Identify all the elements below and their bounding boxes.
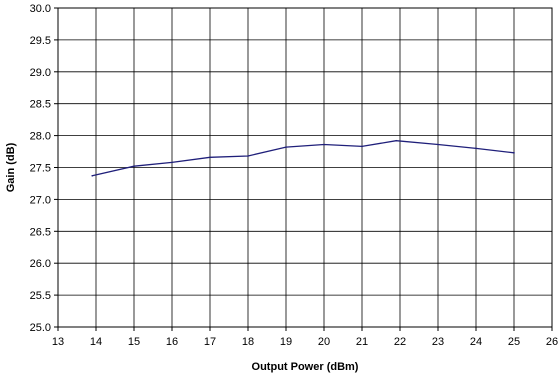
data-point <box>513 152 515 154</box>
x-tick-label: 21 <box>356 336 368 348</box>
y-tick-label: 28.0 <box>30 131 51 143</box>
data-point <box>285 146 287 148</box>
data-point <box>133 165 135 168</box>
data-point <box>171 161 173 164</box>
y-tick-label: 27.0 <box>30 194 51 206</box>
x-tick-label: 13 <box>52 336 64 348</box>
y-tick-label: 25.0 <box>30 322 51 334</box>
x-tick-label: 23 <box>432 336 444 348</box>
y-tick-label: 26.5 <box>30 226 51 238</box>
x-tick-label: 19 <box>280 336 292 348</box>
x-tick-label: 22 <box>394 336 406 348</box>
data-point <box>437 143 439 146</box>
y-tick-label: 29.5 <box>30 35 51 47</box>
data-point <box>323 143 325 146</box>
y-tick-label: 26.0 <box>30 258 51 270</box>
x-tick-label: 25 <box>508 336 520 348</box>
series-line <box>92 140 515 177</box>
data-point <box>361 145 363 148</box>
x-tick-label: 16 <box>166 336 178 348</box>
y-tick-label: 27.5 <box>30 163 51 175</box>
data-point <box>91 174 93 177</box>
x-tick-label: 17 <box>204 336 216 348</box>
data-point <box>475 147 477 150</box>
x-tick-label: 18 <box>242 336 254 348</box>
x-axis-title: Output Power (dBm) <box>252 361 359 373</box>
y-tick-label: 29.0 <box>30 67 51 79</box>
data-point <box>247 155 249 157</box>
x-tick-label: 15 <box>128 336 140 348</box>
data-point <box>209 156 211 159</box>
y-tick-label: 30.0 <box>30 3 51 15</box>
x-tick-label: 20 <box>318 336 330 348</box>
data-point <box>395 139 398 142</box>
grid-lines <box>57 7 553 328</box>
y-tick-label: 25.5 <box>30 290 51 302</box>
x-tick-label: 24 <box>470 336 482 348</box>
y-axis-ticks: 25.0 25.5 26.0 26.5 27.0 27.5 28.0 28.5 29.0 29.5… <box>30 3 58 334</box>
x-axis-ticks: 13 14 15 16 17 18 19 20 21 22 23 24 25 26 <box>52 327 558 348</box>
y-axis-title: Gain (dB) <box>5 142 17 192</box>
x-tick-label: 26 <box>546 336 558 348</box>
x-tick-label: 14 <box>90 336 102 348</box>
series-group <box>91 139 515 177</box>
y-tick-label: 28.5 <box>30 99 51 111</box>
